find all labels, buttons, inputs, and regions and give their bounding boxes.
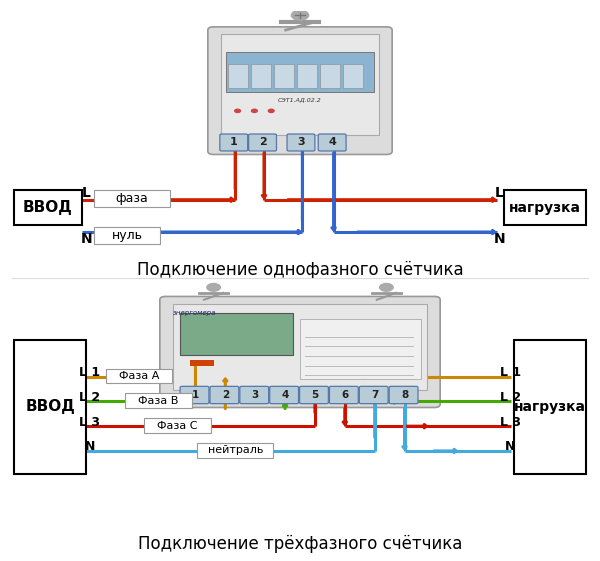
FancyBboxPatch shape [514,339,586,474]
Text: 8: 8 [401,390,408,400]
Text: N: N [505,440,515,453]
Circle shape [380,283,393,291]
Text: 4: 4 [281,390,289,400]
Text: СЭТ1.АД.02.2: СЭТ1.АД.02.2 [278,98,322,103]
FancyBboxPatch shape [299,387,328,404]
Text: нейтраль: нейтраль [208,445,263,455]
Text: L 3: L 3 [500,416,521,429]
Text: L 2: L 2 [79,391,100,404]
Text: Фаза В: Фаза В [138,396,179,406]
Circle shape [268,109,274,112]
Text: 6: 6 [341,390,349,400]
Bar [300,319,421,379]
Text: L 2: L 2 [500,391,521,404]
FancyBboxPatch shape [94,190,170,206]
Circle shape [207,283,220,291]
Bar [221,34,379,135]
FancyBboxPatch shape [125,393,191,408]
Text: нагрузка: нагрузка [514,400,586,414]
Text: N: N [80,232,92,246]
Circle shape [235,109,241,112]
Bar [228,64,248,88]
FancyBboxPatch shape [208,27,392,154]
FancyBboxPatch shape [389,387,418,404]
FancyBboxPatch shape [197,443,273,458]
Text: 4: 4 [328,137,336,148]
Bar [190,360,214,366]
FancyBboxPatch shape [14,190,82,226]
Bar [173,304,427,390]
FancyBboxPatch shape [287,134,315,151]
FancyBboxPatch shape [210,387,239,404]
FancyBboxPatch shape [94,227,160,244]
FancyBboxPatch shape [160,296,440,407]
Text: ВВОД: ВВОД [23,200,73,215]
Text: 2: 2 [222,390,229,400]
Text: ВВОД: ВВОД [26,399,75,415]
Text: Фаза А: Фаза А [119,371,160,381]
Text: L: L [495,186,503,200]
Text: 3: 3 [297,137,305,148]
Text: L 3: L 3 [79,416,100,429]
FancyBboxPatch shape [180,387,209,404]
FancyBboxPatch shape [14,339,86,474]
Text: 3: 3 [251,390,259,400]
Text: N: N [493,232,505,246]
Text: 2: 2 [259,137,266,148]
Circle shape [251,109,257,112]
FancyBboxPatch shape [248,134,277,151]
Text: энергомера: энергомера [173,310,216,316]
Bar [297,64,317,88]
FancyBboxPatch shape [106,369,172,383]
FancyBboxPatch shape [270,387,299,404]
Text: L 1: L 1 [500,366,521,379]
Bar [343,64,364,88]
Text: 1: 1 [192,390,199,400]
Text: N: N [85,440,95,453]
FancyBboxPatch shape [145,418,211,433]
Bar [251,64,271,88]
FancyBboxPatch shape [329,387,358,404]
Bar [226,52,374,92]
Text: Подключение однофазного счётчика: Подключение однофазного счётчика [137,261,463,279]
Circle shape [292,11,308,20]
Bar [274,64,294,88]
Bar [180,314,293,355]
Text: Подключение трёхфазного счётчика: Подключение трёхфазного счётчика [138,535,462,554]
Text: 7: 7 [371,390,379,400]
Text: фаза: фаза [116,192,148,205]
FancyBboxPatch shape [240,387,269,404]
Text: 1: 1 [230,137,238,148]
Text: нуль: нуль [112,229,143,242]
FancyBboxPatch shape [220,134,248,151]
Text: L: L [82,186,91,200]
Text: нагрузка: нагрузка [509,201,581,215]
FancyBboxPatch shape [359,387,388,404]
Text: 5: 5 [311,390,319,400]
FancyBboxPatch shape [318,134,346,151]
Bar [320,64,340,88]
FancyBboxPatch shape [504,190,586,226]
Text: Фаза С: Фаза С [157,421,198,430]
Text: L 1: L 1 [79,366,100,379]
